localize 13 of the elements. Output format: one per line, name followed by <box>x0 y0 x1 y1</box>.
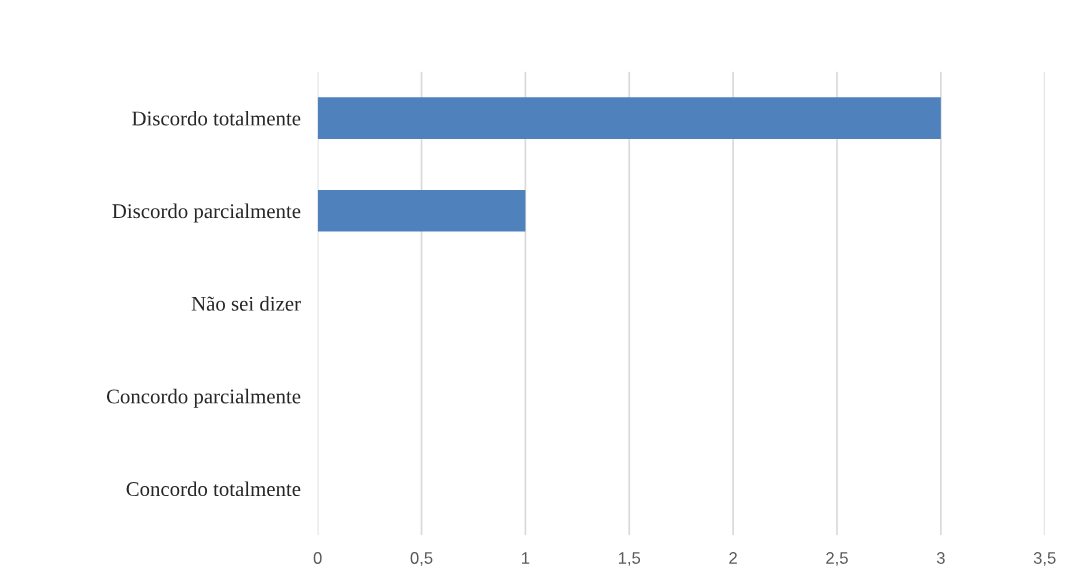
y-tick-label: Discordo parcialmente <box>112 203 301 223</box>
y-tick-label: Concordo parcialmente <box>106 388 301 408</box>
x-tick-label: 2,5 <box>826 552 848 566</box>
x-tick-label: 2 <box>729 552 737 564</box>
x-tick-label: 1,5 <box>618 552 641 566</box>
x-tick-label: 1 <box>522 552 530 564</box>
x-tick-label: 3 <box>936 552 945 564</box>
x-tick-label: 0,5 <box>410 552 433 566</box>
x-tick-label: 3,5 <box>1033 552 1056 566</box>
x-tick-label: 0 <box>313 552 322 564</box>
y-tick-label: Discordo totalmente <box>132 110 301 126</box>
y-tick-label: Concordo totalmente <box>126 481 301 497</box>
y-tick-label: Não sei dizer <box>191 296 301 311</box>
